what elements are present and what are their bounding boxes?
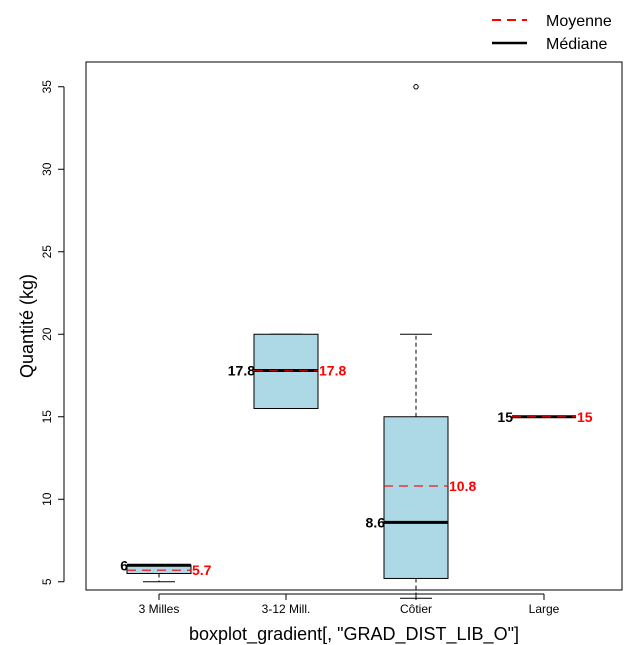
x-axis: 3 Milles 3-12 Mill. Côtier Large (139, 593, 560, 616)
x-axis-title: boxplot_gradient[, "GRAD_DIST_LIB_O"] (189, 624, 519, 645)
legend-median-label: Médiane (546, 36, 607, 53)
median-value-label: 15 (497, 409, 513, 425)
median-value-label: 17.8 (228, 363, 255, 379)
iqr-box (383, 416, 449, 579)
y-tick-label: 25 (40, 245, 54, 259)
x-tick-label: 3 Milles (139, 602, 180, 616)
box-group: 15 15 (497, 409, 592, 425)
box-group: 6 5.7 (120, 557, 212, 583)
y-tick-label: 10 (40, 492, 54, 506)
outlier-point (413, 84, 419, 90)
mean-value-label: 10.8 (449, 478, 476, 494)
box-group: 8.6 10.8 (366, 84, 476, 599)
x-tick-label: Côtier (400, 602, 432, 616)
mean-value-label: 15 (577, 409, 593, 425)
boxes-layer: 6 5.717.8 17.88.610.815 15 (120, 84, 593, 599)
box-group: 17.8 17.8 (228, 333, 346, 409)
legend-mean-label: Moyenne (546, 13, 612, 30)
x-tick-label: 3-12 Mill. (262, 602, 311, 616)
y-axis-title: Quantité (kg) (17, 274, 37, 378)
y-tick-label: 5 (40, 578, 54, 585)
x-tick-label: Large (529, 602, 560, 616)
legend: Moyenne Médiane (492, 13, 612, 53)
median-value-label: 6 (120, 557, 128, 573)
y-axis: 5 10 15 20 25 30 35 (40, 80, 65, 585)
y-tick-label: 20 (40, 327, 54, 341)
y-tick-label: 30 (40, 162, 54, 176)
median-value-label: 8.6 (366, 514, 386, 530)
mean-value-label: 17.8 (319, 363, 346, 379)
plot-frame (85, 61, 623, 591)
y-tick-label: 35 (40, 80, 54, 94)
y-tick-label: 15 (40, 410, 54, 424)
mean-value-label: 5.7 (192, 562, 212, 578)
